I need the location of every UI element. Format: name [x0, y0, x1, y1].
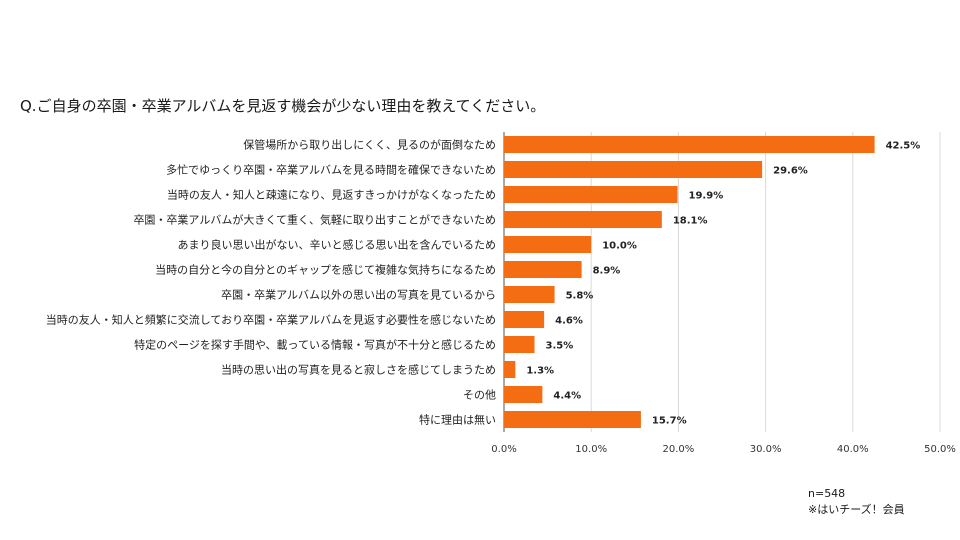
category-label: 卒園・卒業アルバム以外の思い出の写真を見ているから — [221, 288, 496, 302]
value-label: 15.7% — [652, 416, 687, 427]
sample-size: n=548 — [808, 487, 846, 500]
x-tick-label: 0.0% — [491, 444, 516, 455]
category-label: 保管場所から取り出しにくく、見るのが面倒なため — [243, 138, 496, 152]
grid-lines — [590, 132, 941, 432]
bar — [504, 161, 763, 178]
value-label: 1.3% — [526, 366, 554, 377]
value-label: 3.5% — [546, 341, 574, 352]
category-label: 当時の友人・知人と頻繁に交流しており卒園・卒業アルバムを見返す必要性を感じないた… — [46, 313, 496, 327]
value-label: 4.4% — [553, 391, 581, 402]
category-label: 当時の友人・知人と疎遠になり、見返すきっかけがなくなったため — [167, 188, 496, 202]
bar — [504, 361, 516, 378]
x-axis-ticks: 0.0% 10.0% 20.0% 30.0% 40.0% 50.0% — [491, 444, 956, 455]
bar — [504, 336, 535, 353]
value-label: 8.9% — [593, 266, 621, 277]
value-labels: 42.5% 29.6% 19.9% 18.1% 10.0% 8.9% 5.8% 4.6% 3.5… — [526, 141, 920, 427]
bar — [504, 311, 545, 328]
bar — [504, 136, 875, 153]
value-label: 5.8% — [566, 291, 594, 302]
category-label: 特定のページを探す手間や、載っている情報・写真が不十分と感じるため — [134, 338, 496, 352]
x-tick-label: 10.0% — [575, 444, 607, 455]
x-tick-label: 50.0% — [924, 444, 956, 455]
footnote: ※はいチーズ！会員 — [808, 503, 905, 516]
bar — [504, 286, 555, 303]
notes: n=548 ※はいチーズ！会員 — [808, 486, 905, 518]
bars — [504, 136, 875, 428]
bar — [504, 186, 678, 203]
category-label: 卒園・卒業アルバムが大きくて重く、気軽に取り出すことができないため — [133, 213, 496, 227]
category-label: 当時の思い出の写真を見ると寂しさを感じてしまうため — [221, 363, 496, 377]
category-label: その他 — [463, 389, 496, 402]
value-label: 19.9% — [689, 191, 724, 202]
value-label: 29.6% — [773, 166, 808, 177]
value-label: 4.6% — [555, 316, 583, 327]
value-label: 10.0% — [602, 241, 637, 252]
bar — [504, 211, 662, 228]
x-tick-label: 20.0% — [663, 444, 695, 455]
x-tick-label: 30.0% — [750, 444, 782, 455]
chart-title: Q.ご自身の卒園・卒業アルバムを見返す機会が少ない理由を教えてください。 — [20, 97, 546, 115]
value-label: 18.1% — [673, 216, 708, 227]
category-label: 特に理由は無い — [419, 413, 496, 427]
x-tick-label: 40.0% — [837, 444, 869, 455]
value-label: 42.5% — [886, 141, 921, 152]
bar — [504, 411, 641, 428]
category-label: 当時の自分と今の自分とのギャップを感じて複雑な気持ちになるため — [155, 263, 496, 277]
bar — [504, 386, 543, 403]
category-label: 多忙でゆっくり卒園・卒業アルバムを見る時間を確保できないため — [166, 163, 496, 177]
bar — [504, 236, 592, 253]
category-label: あまり良い思い出がない、辛いと感じる思い出を含んでいるため — [178, 238, 496, 252]
bar — [504, 261, 582, 278]
category-labels: 保管場所から取り出しにくく、見るのが面倒なため多忙でゆっくり卒園・卒業アルバムを… — [46, 138, 496, 427]
